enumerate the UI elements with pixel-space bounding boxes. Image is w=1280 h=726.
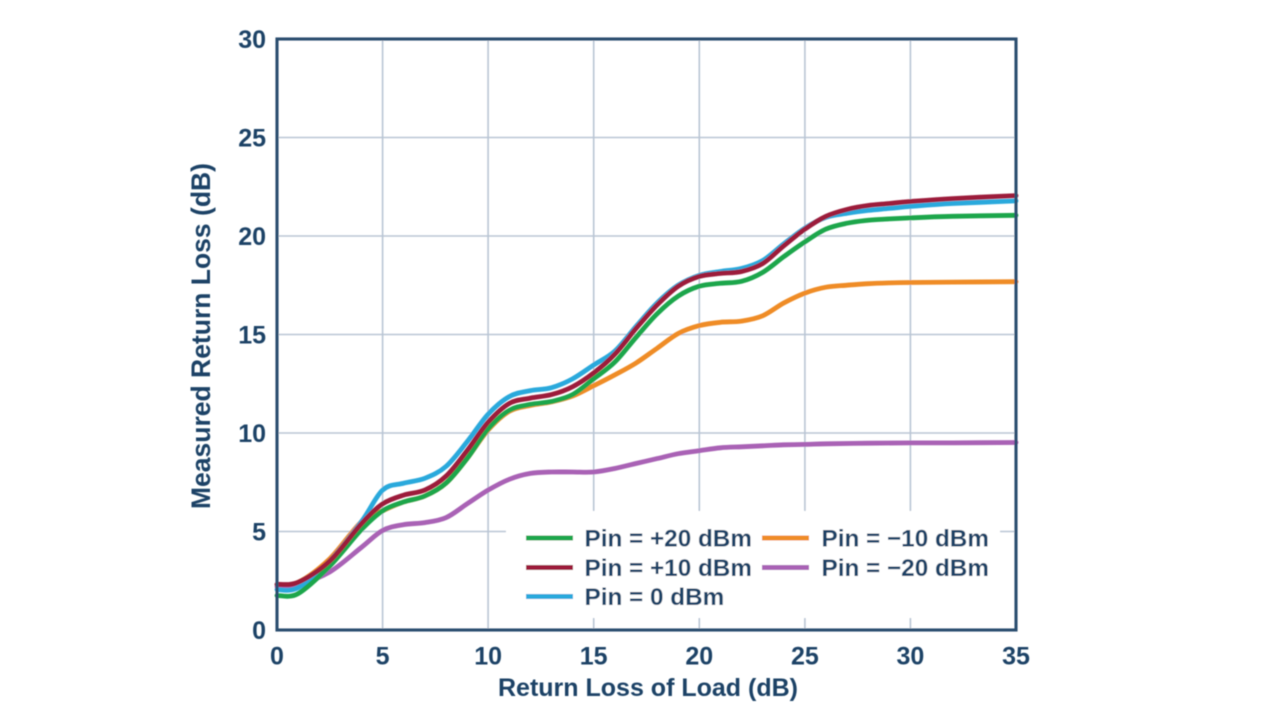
svg-text:Pin = −20 dBm: Pin = −20 dBm	[822, 555, 989, 582]
svg-text:25: 25	[791, 643, 819, 671]
svg-text:15: 15	[580, 643, 608, 671]
svg-text:Return Loss of Load (dB): Return Loss of Load (dB)	[498, 674, 798, 702]
svg-text:5: 5	[376, 643, 390, 671]
svg-text:Measured Return Loss (dB): Measured Return Loss (dB)	[186, 163, 216, 509]
svg-text:10: 10	[474, 643, 502, 671]
svg-text:35: 35	[1002, 643, 1030, 671]
svg-text:20: 20	[685, 643, 713, 671]
svg-text:Pin = 0 dBm: Pin = 0 dBm	[585, 584, 725, 611]
svg-text:10: 10	[238, 420, 266, 448]
svg-text:Pin = +10 dBm: Pin = +10 dBm	[585, 555, 752, 582]
svg-text:20: 20	[238, 223, 266, 251]
svg-text:30: 30	[238, 26, 266, 54]
svg-text:0: 0	[270, 643, 284, 671]
svg-text:0: 0	[252, 617, 266, 645]
svg-text:30: 30	[896, 643, 924, 671]
svg-text:25: 25	[238, 124, 266, 152]
svg-text:Pin = +20 dBm: Pin = +20 dBm	[585, 526, 752, 553]
svg-text:15: 15	[238, 321, 266, 349]
svg-text:5: 5	[252, 518, 266, 546]
svg-text:Pin = −10 dBm: Pin = −10 dBm	[822, 526, 989, 553]
